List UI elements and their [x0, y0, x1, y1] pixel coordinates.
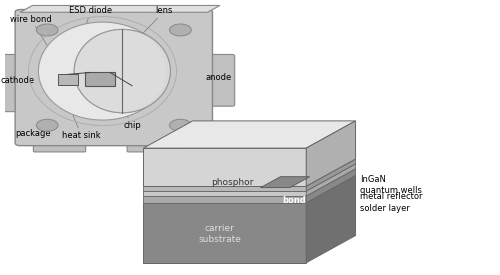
Polygon shape [144, 121, 356, 148]
Text: anode: anode [205, 73, 232, 82]
Text: solder layer: solder layer [312, 203, 410, 213]
Polygon shape [20, 6, 220, 12]
Text: heat sink: heat sink [62, 115, 100, 140]
Polygon shape [144, 159, 356, 186]
Polygon shape [306, 121, 356, 186]
Text: ESD diode: ESD diode [68, 6, 112, 74]
Text: wire bond: wire bond [10, 15, 63, 72]
Polygon shape [144, 169, 356, 196]
Text: carrier
substrate: carrier substrate [198, 224, 242, 244]
Ellipse shape [74, 29, 170, 113]
Polygon shape [144, 148, 306, 186]
FancyBboxPatch shape [200, 54, 234, 106]
Polygon shape [306, 159, 356, 191]
Circle shape [170, 24, 192, 36]
Polygon shape [306, 169, 356, 203]
Polygon shape [144, 203, 306, 263]
Polygon shape [144, 196, 306, 203]
Text: InGaN
quantum wells: InGaN quantum wells [312, 175, 422, 195]
Ellipse shape [74, 29, 170, 113]
Circle shape [36, 119, 58, 131]
FancyBboxPatch shape [15, 10, 212, 146]
Text: cathode: cathode [0, 76, 34, 85]
FancyBboxPatch shape [0, 54, 28, 112]
Polygon shape [144, 191, 306, 196]
Text: metal reflector: metal reflector [312, 192, 423, 201]
Polygon shape [144, 186, 306, 191]
Text: bond: bond [282, 196, 306, 205]
Circle shape [170, 119, 192, 131]
Polygon shape [306, 176, 356, 263]
Polygon shape [144, 176, 356, 203]
Text: chip: chip [109, 85, 142, 130]
Bar [86, 72, 115, 86]
FancyBboxPatch shape [127, 139, 180, 152]
Text: phosphor: phosphor [211, 178, 254, 187]
Polygon shape [144, 164, 356, 191]
Polygon shape [306, 164, 356, 196]
Text: lens: lens [142, 6, 173, 34]
FancyBboxPatch shape [34, 139, 86, 152]
Text: package: package [15, 129, 51, 138]
Bar [58, 74, 78, 85]
Polygon shape [260, 177, 310, 188]
Circle shape [36, 24, 58, 36]
Ellipse shape [38, 22, 166, 120]
